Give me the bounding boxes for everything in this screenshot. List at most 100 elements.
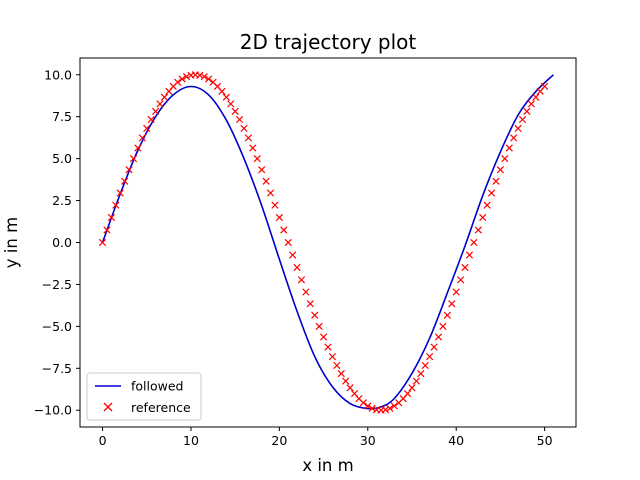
reference-marker [315,322,323,330]
legend-reference-marker [103,402,113,412]
reference-marker [523,107,531,115]
y-axis-label: y in m [2,217,21,268]
reference-marker [479,213,487,222]
reference-marker [258,166,266,174]
x-tick-label: 20 [271,433,287,448]
reference-marker [359,399,367,407]
reference-marker [147,115,155,124]
reference-marker [492,177,500,185]
reference-marker [103,226,111,234]
reference-marker [112,201,120,209]
reference-marker [297,276,306,284]
reference-marker [381,406,390,414]
reference-marker [426,352,434,361]
reference-marker [249,144,257,152]
reference-marker [434,333,443,341]
reference-marker [240,124,248,133]
reference-marker [342,377,350,385]
legend-reference-label: reference [131,400,191,415]
reference-marker [337,370,345,378]
reference-marker [129,155,138,163]
reference-marker [218,87,226,96]
reference-marker [266,189,275,197]
reference-marker [540,82,549,90]
reference-marker [138,134,146,142]
reference-marker [200,73,208,81]
reference-marker [151,107,160,115]
reference-marker [448,300,456,308]
reference-marker [311,311,319,319]
reference-marker [408,384,416,392]
reference-marker [293,263,301,272]
x-tick-label: 30 [360,433,376,448]
reference-marker [386,404,394,412]
y-tick-label: −10.0 [34,403,72,418]
y-tick-label: −7.5 [42,361,72,376]
x-tick-label: 0 [99,433,107,448]
series-layer [98,71,555,414]
reference-marker [324,343,332,351]
reference-marker [227,100,235,108]
y-tick-label: 2.5 [52,193,72,208]
legend-followed-label: followed [131,379,184,394]
reference-marker [205,75,213,83]
reference-marker [121,177,129,185]
reference-marker [439,322,447,330]
reference-marker [125,166,133,174]
reference-marker [231,107,239,115]
reference-marker [244,134,253,142]
reference-marker [275,213,283,222]
x-tick-label: 40 [448,433,464,448]
legend: followed reference [86,372,202,421]
y-tick-label: −5.0 [42,319,72,334]
x-tick-label: 50 [537,433,553,448]
y-tick-label: −2.5 [42,277,72,292]
y-tick-label: 5.0 [52,151,72,166]
reference-marker [156,100,164,108]
y-tick-label: 0.0 [52,235,72,250]
reference-marker [470,238,478,247]
reference-marker [430,343,438,351]
reference-marker [107,213,116,222]
reference-marker [116,189,124,197]
reference-marker [465,251,474,259]
plot-frame [79,57,577,428]
reference-marker [412,377,421,385]
plot-area [79,57,577,428]
reference-marker [505,144,513,152]
y-tick-label: 7.5 [52,109,72,124]
reference-marker [532,93,540,101]
reference-marker [134,144,142,152]
reference-marker [403,389,412,398]
reference-marker [456,276,465,284]
reference-marker [496,166,505,174]
reference-marker [280,226,288,234]
reference-marker [346,384,354,392]
reference-marker [160,93,169,101]
reference-marker [452,288,460,296]
reference-marker [518,115,527,124]
reference-marker [328,352,337,361]
reference-marker [319,333,328,341]
reference-marker [174,78,182,86]
reference-marker [443,311,451,319]
reference-marker [474,226,482,234]
chart-title: 2D trajectory plot [240,30,417,54]
x-axis-ticks: 0 10 20 30 40 50 [99,427,553,448]
reference-marker [501,155,509,163]
reference-marker [143,124,151,133]
reference-marker [390,402,398,410]
legend-box [86,372,202,421]
reference-marker [262,177,270,185]
y-axis-ticks: −10.0 −7.5 −5.0 −2.5 0.0 2.5 5.0 7.5 10.0 [34,67,80,418]
x-axis-label: x in m [302,456,353,475]
reference-marker [178,75,186,83]
reference-marker [364,402,372,410]
reference-marker [417,370,425,378]
followed-series-line [101,74,555,410]
reference-marker [235,115,244,124]
reference-marker [98,238,107,247]
reference-marker [487,189,496,197]
reference-marker [510,134,518,142]
